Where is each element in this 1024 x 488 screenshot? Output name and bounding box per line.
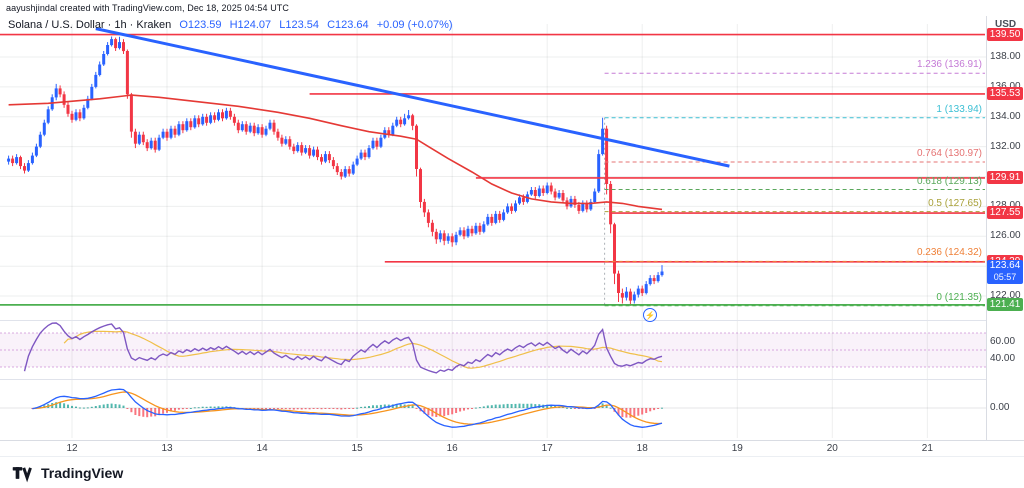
symbol-legend: Solana / U.S. Dollar · 1h · Kraken O123.… [8,19,453,31]
legend-change-value: +0.09 (+0.07%) [376,19,453,31]
price-axis-label: 138.00 [990,51,1021,62]
price-axis-label: 134.00 [990,110,1021,122]
fib-level-label: 1.236 (136.91) [916,59,982,71]
time-axis-label: 17 [541,443,553,454]
attribution-text: aayushjindal created with TradingView.co… [6,3,289,13]
resistance-price-badge: 127.55 [987,206,1023,220]
time-axis-label: 16 [446,443,458,454]
fib-level-label: 1 (133.94) [936,103,982,115]
macd-zero-label: 0.00 [990,402,1010,413]
legend-close-value: C123.64 [327,19,369,31]
price-axis-label: 126.00 [990,230,1021,242]
pane-separators[interactable] [0,320,986,380]
price-axis-label: 136.00 [990,81,1021,92]
rsi-axis-label: 60.00 [990,335,1016,347]
fib-level-label: 0.5 (127.65) [928,197,982,209]
candlestick-series [7,36,664,306]
support-price-badge: 121.41 [987,297,1023,311]
moving-average-line[interactable] [8,94,663,211]
bar-countdown: 05:57 [993,271,1017,282]
time-axis-label: 18 [636,443,648,454]
current-price-badge: 123.64 05:57 [987,259,1023,284]
price-axis-unit: USD [995,19,1017,30]
grid-lines [0,24,986,438]
legend-open-value: O123.59 [179,19,222,31]
time-axis-label: 14 [256,443,268,454]
symbol-title[interactable]: Solana / U.S. Dollar · 1h · Kraken [8,19,172,31]
brand-bar: TradingView [0,456,1024,488]
time-axis-label: 21 [921,443,933,454]
time-axis-label: 12 [66,443,78,454]
legend-low-value: L123.54 [279,19,319,31]
chart-canvas[interactable] [0,0,1024,456]
resistance-price-badge: 135.53 [987,86,1023,100]
rsi-series [23,322,663,374]
price-axis-label: 132.00 [990,140,1021,152]
trendline[interactable] [95,27,730,168]
fib-level-label: 0.764 (130.97) [916,148,982,160]
rsi-band [0,332,986,368]
lightning-marker-icon[interactable]: ⚡ [643,308,658,323]
time-axis-label: 20 [826,443,838,454]
resistance-price-badge: 139.50 [987,27,1023,41]
fib-level-label: 0 (121.35) [936,291,982,303]
tradingview-logo-icon[interactable] [12,463,34,483]
axis-borders [0,16,1024,441]
current-price-value: 123.64 [989,259,1021,271]
price-axis-label: 128.00 [990,200,1021,211]
price-axis-label: 122.00 [990,290,1021,302]
horizontal-price-lines[interactable] [0,33,985,306]
time-axis-label: 13 [161,443,173,454]
fib-level-label: 0.236 (124.32) [916,247,982,259]
time-axis[interactable]: 12 13 14 15 16 17 18 19 20 21 [0,440,986,456]
time-axis-label: 19 [731,443,743,454]
resistance-price-badge: 129.91 [987,170,1023,184]
brand-name[interactable]: TradingView [41,464,124,481]
legend-high-value: H124.07 [229,19,272,31]
rsi-axis-label: 40.00 [990,352,1016,364]
fib-retracement-lines[interactable] [604,72,985,307]
fib-level-label: 0.618 (129.13) [916,175,982,187]
macd-series [0,388,986,428]
time-axis-label: 15 [351,443,363,454]
